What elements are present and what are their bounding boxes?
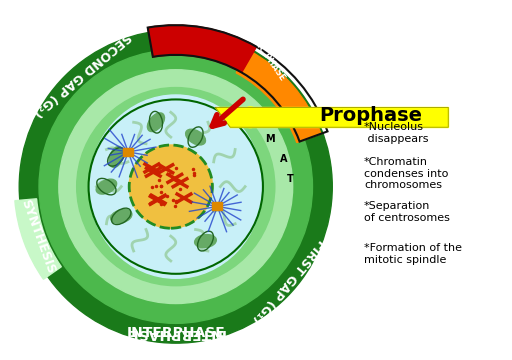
Text: *Formation of the
mitotic spindle: *Formation of the mitotic spindle <box>364 243 462 265</box>
Ellipse shape <box>186 129 205 145</box>
Text: *Chromatin
condenses into
chromosomes: *Chromatin condenses into chromosomes <box>364 157 449 190</box>
Text: SYNTHESIS: SYNTHESIS <box>18 198 57 276</box>
FancyBboxPatch shape <box>212 202 222 210</box>
Text: *Separation
of centrosomes: *Separation of centrosomes <box>364 202 450 223</box>
Ellipse shape <box>195 235 216 248</box>
Text: A: A <box>280 154 287 164</box>
Wedge shape <box>15 199 61 279</box>
Ellipse shape <box>96 179 117 194</box>
Ellipse shape <box>109 147 123 167</box>
Polygon shape <box>216 107 448 127</box>
Text: INTERPHASE: INTERPHASE <box>126 326 225 340</box>
Circle shape <box>77 87 275 286</box>
Wedge shape <box>236 50 321 143</box>
Text: MITOTIC PHASE: MITOTIC PHASE <box>237 17 287 82</box>
Text: M: M <box>265 134 274 144</box>
Ellipse shape <box>147 113 164 132</box>
Text: SECOND GAP (G₂): SECOND GAP (G₂) <box>30 30 133 119</box>
Circle shape <box>19 30 332 343</box>
Circle shape <box>59 70 293 303</box>
Text: *Nucleolus
 disappears: *Nucleolus disappears <box>364 122 429 144</box>
Text: T: T <box>287 174 293 184</box>
Circle shape <box>39 50 312 323</box>
Text: INTERPHASE: INTERPHASE <box>126 326 225 340</box>
Circle shape <box>129 145 212 228</box>
Text: FIRST GAP (G₁): FIRST GAP (G₁) <box>249 236 327 325</box>
Ellipse shape <box>89 95 263 278</box>
FancyBboxPatch shape <box>123 148 133 156</box>
Wedge shape <box>147 25 257 72</box>
Ellipse shape <box>111 210 132 223</box>
Text: Prophase: Prophase <box>319 106 422 125</box>
